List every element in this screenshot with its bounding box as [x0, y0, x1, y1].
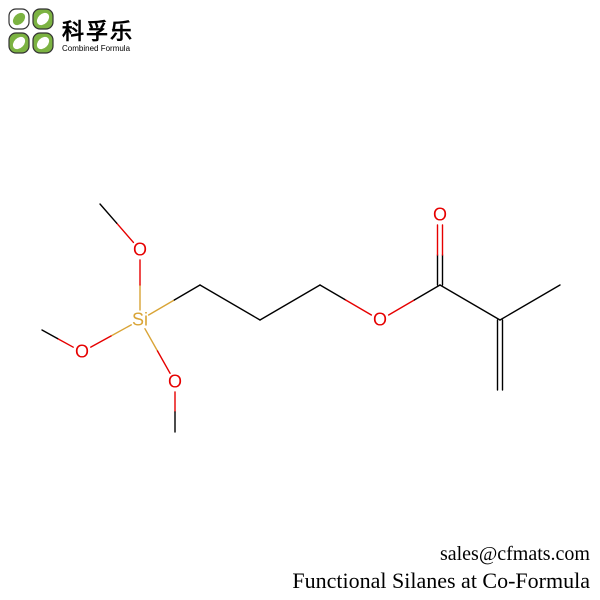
- footer-tagline: Functional Silanes at Co-Formula: [292, 568, 590, 594]
- atom-O4: O: [373, 310, 387, 331]
- atom-O2: O: [75, 342, 89, 363]
- atom-O5: O: [433, 205, 447, 226]
- atom-O3: O: [168, 372, 182, 393]
- atom-Si: Si: [132, 310, 148, 331]
- atom-O1: O: [133, 240, 147, 261]
- contact-email: sales@cfmats.com: [440, 543, 590, 566]
- molecule-diagram: [0, 0, 600, 600]
